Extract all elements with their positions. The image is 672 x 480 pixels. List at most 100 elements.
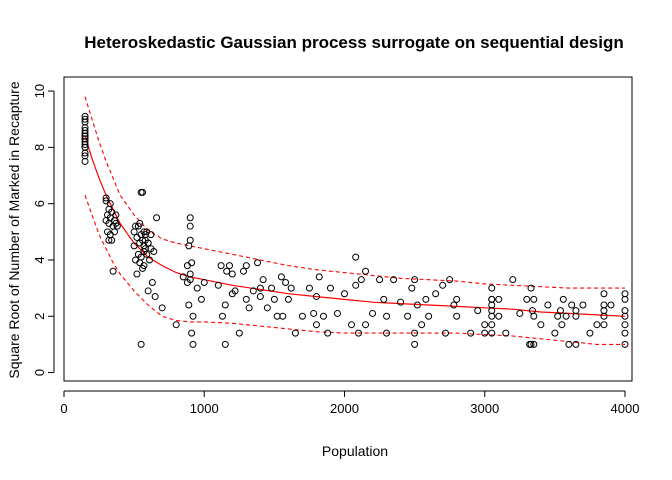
- data-point: [172, 321, 180, 329]
- data-point: [509, 276, 517, 284]
- data-point: [562, 312, 570, 320]
- data-point: [383, 312, 391, 320]
- data-point: [81, 126, 89, 134]
- data-point: [81, 115, 89, 123]
- y-axis: 0 2 4 6 8 10: [32, 84, 55, 376]
- data-point: [600, 301, 608, 309]
- data-point: [221, 301, 229, 309]
- data-point: [133, 270, 141, 278]
- data-point: [481, 321, 489, 329]
- data-point: [242, 262, 250, 270]
- x-tick-label: 0: [60, 401, 67, 416]
- data-point: [362, 321, 370, 329]
- data-point: [383, 329, 391, 337]
- data-point: [188, 259, 196, 267]
- y-tick-label: 0: [32, 369, 47, 376]
- data-point: [411, 276, 419, 284]
- data-point: [600, 321, 608, 329]
- data-point: [481, 329, 489, 337]
- data-point: [565, 340, 573, 348]
- data-point: [186, 236, 194, 244]
- data-points: [81, 112, 629, 348]
- data-point: [593, 321, 601, 329]
- x-axis: 0 1000 2000 3000 4000: [60, 390, 640, 416]
- data-point: [132, 256, 140, 264]
- data-point: [376, 276, 384, 284]
- data-point: [324, 329, 332, 337]
- data-point: [488, 312, 496, 320]
- data-point: [527, 340, 535, 348]
- chart-title: Heteroskedastic Gaussian process surroga…: [84, 33, 623, 52]
- data-point: [263, 304, 271, 312]
- data-point: [136, 219, 144, 227]
- data-point: [112, 211, 120, 219]
- data-point: [144, 239, 152, 247]
- data-point: [259, 276, 267, 284]
- data-point: [411, 340, 419, 348]
- data-point: [422, 295, 430, 303]
- data-point: [559, 295, 567, 303]
- data-point: [133, 233, 141, 241]
- data-point: [287, 284, 295, 292]
- data-point: [355, 329, 363, 337]
- data-point: [348, 321, 356, 329]
- data-point: [495, 295, 503, 303]
- data-point: [530, 340, 538, 348]
- data-point: [130, 228, 138, 236]
- data-point: [245, 304, 253, 312]
- data-point: [140, 262, 148, 270]
- data-point: [291, 329, 299, 337]
- data-point: [188, 329, 196, 337]
- data-point: [231, 287, 239, 295]
- data-point: [102, 194, 110, 202]
- data-point: [147, 231, 155, 239]
- data-point: [523, 295, 531, 303]
- data-point: [189, 312, 197, 320]
- data-point: [397, 298, 405, 306]
- lower-band-line: [84, 195, 625, 345]
- data-point: [556, 307, 564, 315]
- data-point: [357, 276, 365, 284]
- data-point: [223, 267, 231, 275]
- data-point: [242, 295, 250, 303]
- data-point: [200, 278, 208, 286]
- data-point: [502, 329, 510, 337]
- data-point: [621, 307, 629, 315]
- data-point: [319, 312, 327, 320]
- data-point: [240, 267, 248, 275]
- upper-band-line: [84, 96, 625, 289]
- data-point: [108, 236, 116, 244]
- data-point: [315, 273, 323, 281]
- data-point: [81, 112, 89, 120]
- data-point: [600, 290, 608, 298]
- data-point: [488, 329, 496, 337]
- data-point: [530, 312, 538, 320]
- data-point: [113, 222, 121, 230]
- data-point: [179, 273, 187, 281]
- data-point: [279, 312, 287, 320]
- data-point: [554, 312, 562, 320]
- data-point: [270, 295, 278, 303]
- data-point: [621, 329, 629, 337]
- data-point: [413, 301, 421, 309]
- plot-frame: [63, 76, 633, 382]
- data-point: [137, 253, 145, 261]
- data-point: [254, 259, 262, 267]
- data-point: [544, 301, 552, 309]
- data-point: [362, 267, 370, 275]
- data-point: [568, 301, 576, 309]
- data-point: [488, 284, 496, 292]
- y-tick-label: 8: [32, 144, 47, 151]
- data-point: [450, 301, 458, 309]
- data-point: [441, 329, 449, 337]
- data-point: [146, 256, 154, 264]
- data-point: [340, 290, 348, 298]
- data-point: [185, 301, 193, 309]
- data-point: [352, 281, 360, 289]
- data-point: [408, 284, 416, 292]
- data-point: [186, 222, 194, 230]
- data-point: [197, 295, 205, 303]
- data-point: [81, 157, 89, 165]
- x-tick-label: 4000: [611, 401, 640, 416]
